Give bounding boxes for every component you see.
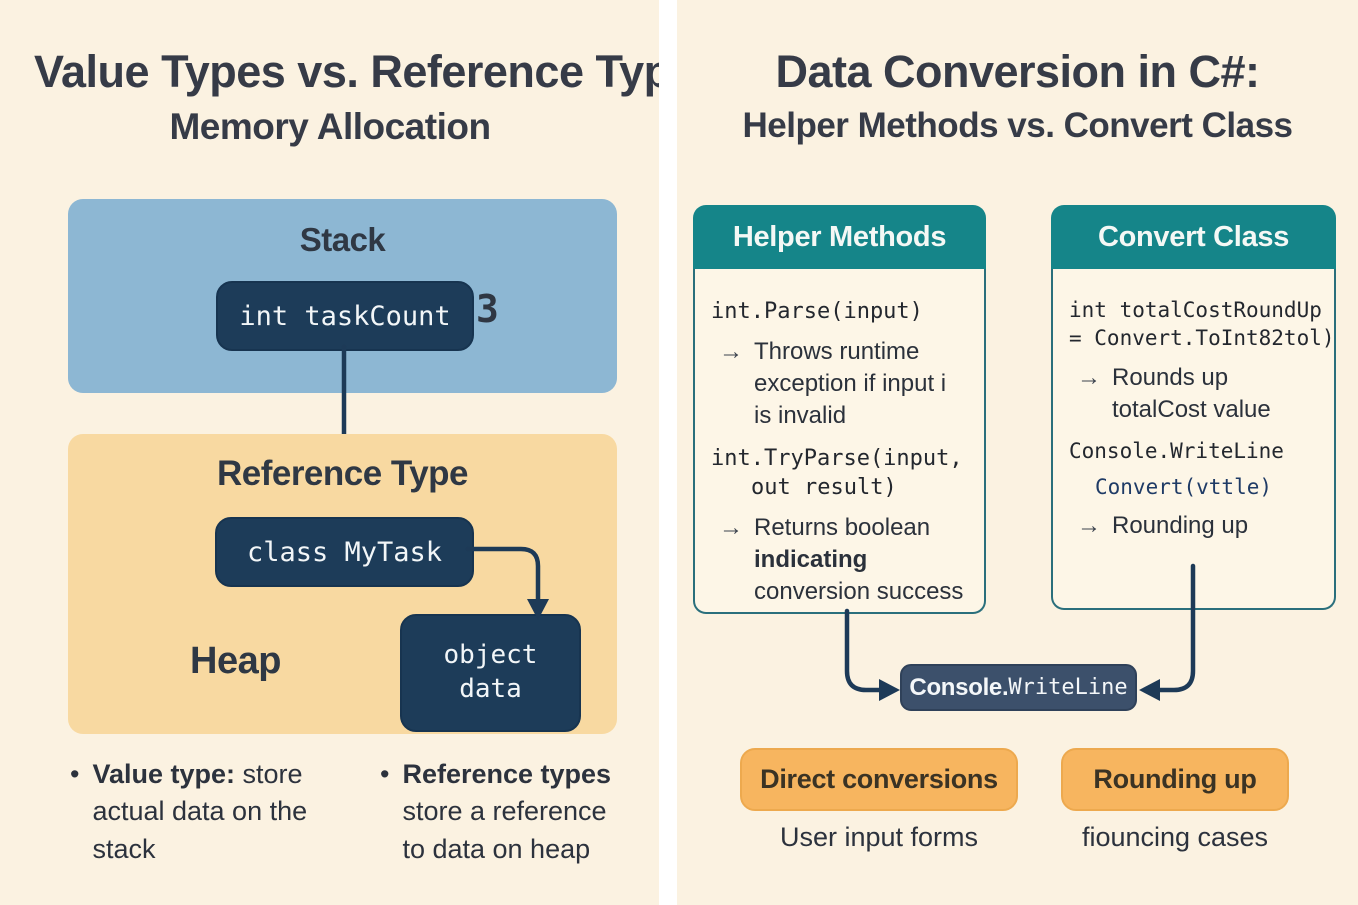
mytask-to-objectdata-arrow [465, 546, 549, 620]
direct-conversions-tag: Direct conversions [740, 748, 1018, 811]
data-conversion-panel: Data Conversion in C#: Helper Methods vs… [677, 0, 1358, 905]
convert-to-console-arrow [1139, 563, 1196, 701]
convert-class-header: Convert Class [1051, 205, 1336, 269]
helper-methods-card: Helper Methods int.Parse(input) → Throws… [693, 205, 986, 614]
code-totalcost: int totalCostRoundUp = Convert.ToInt82to… [1069, 298, 1335, 350]
arrow-icon: → [719, 513, 743, 541]
heap-label: Heap [190, 640, 281, 682]
point-returns-boolean: → Returns boolean indicating conversion … [719, 512, 970, 608]
object-data-box: object data [400, 614, 581, 732]
value-type-bullet: • Value type: store actual data on the s… [70, 756, 310, 868]
bullet-icon: • [380, 759, 390, 789]
panel-divider [659, 0, 677, 905]
rounding-up-caption: fiouncing cases [1081, 822, 1269, 852]
memory-allocation-panel: Value Types vs. Reference Typ Memory All… [0, 0, 659, 905]
value-type-bullet-text: Value type: store actual data on the sta… [92, 759, 308, 864]
stack-label: Stack [299, 221, 386, 258]
direct-conversions-caption: User input forms [779, 822, 979, 852]
arrow-icon: → [719, 338, 743, 366]
arrow-icon: → [1077, 364, 1101, 392]
point-throws-exception: → Throws runtime exception if input i is… [719, 336, 970, 432]
right-panel-subtitle: Helper Methods vs. Convert Class [742, 106, 1294, 145]
code-console-writeline: Console.WriteLine [1069, 439, 1284, 464]
right-panel-title: Data Conversion in C#: [775, 46, 1260, 97]
code-int-parse: int.Parse(input) [711, 299, 923, 324]
object-data-line1: object [443, 640, 538, 671]
rounding-up-tag: Rounding up [1061, 748, 1289, 811]
reference-type-bullet-text: Reference types store a reference to dat… [402, 759, 612, 864]
helper-to-console-arrow [844, 608, 900, 701]
convert-class-body: int totalCostRoundUp = Convert.ToInt82to… [1051, 269, 1336, 610]
bullet-icon: • [70, 759, 80, 789]
point-rounding-up: → Rounding up [1077, 510, 1320, 542]
reference-type-zone: Reference Type class MyTask Heap object … [68, 434, 617, 734]
object-data-line2: data [459, 674, 522, 704]
reference-type-label: Reference Type [216, 454, 469, 493]
console-writeline-box: Console. WriteLine [900, 664, 1137, 711]
code-int-tryparse: int.TryParse(input, out result) [711, 445, 963, 500]
left-panel-subtitle: Memory Allocation [169, 106, 491, 147]
helper-methods-body: int.Parse(input) → Throws runtime except… [693, 269, 986, 614]
reference-type-bullet: • Reference types store a reference to d… [380, 756, 620, 868]
mytask-class-box: class MyTask [215, 517, 474, 587]
taskcount-value: 3 [476, 287, 499, 331]
code-convert-call: Convert(vttle) [1095, 474, 1273, 499]
helper-methods-header: Helper Methods [693, 205, 986, 269]
left-panel-title: Value Types vs. Reference Typ [34, 46, 659, 97]
point-rounds-up: → Rounds up totalCost value [1077, 362, 1320, 426]
taskcount-variable-box: int taskCount [216, 281, 474, 351]
convert-class-card: Convert Class int totalCostRoundUp = Con… [1051, 205, 1336, 610]
arrow-icon: → [1077, 511, 1101, 539]
